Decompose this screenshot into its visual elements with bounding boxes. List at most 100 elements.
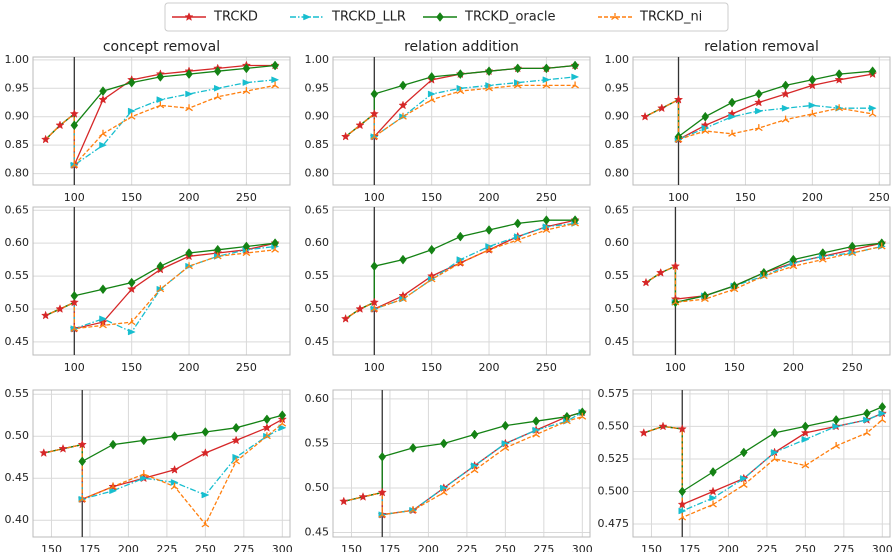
marker-tri [563, 417, 571, 425]
series-line [43, 427, 283, 501]
marker-star [169, 464, 180, 474]
y-tick-label: 0.50 [305, 302, 330, 315]
y-tick-label: 0.60 [5, 236, 30, 249]
x-tick-label: 150 [421, 191, 442, 204]
plot-frame [32, 389, 291, 538]
plot-frame [32, 206, 291, 356]
marker-tri [678, 513, 687, 521]
y-tick-label: 1.00 [5, 53, 30, 66]
marker-star [677, 424, 687, 433]
y-tick-label: 0.80 [605, 167, 630, 180]
y-tick-label: 0.95 [305, 81, 330, 94]
marker-star [656, 267, 666, 277]
marker-tri [863, 428, 871, 436]
marker-tri [127, 318, 136, 326]
plot-frame [332, 389, 591, 538]
chart-title: concept removal [103, 39, 220, 55]
marker-tri [263, 432, 271, 440]
x-tick-label: 100 [668, 191, 689, 204]
y-tick-label: 0.575 [598, 387, 630, 400]
marker-tri [213, 252, 222, 260]
marker-star [69, 109, 79, 118]
marker-star [355, 120, 365, 130]
marker-tri [808, 109, 817, 117]
y-tick-label: 0.60 [305, 236, 330, 249]
marker-tri [542, 81, 551, 89]
marker-star [658, 421, 668, 431]
marker-triangle [878, 410, 887, 417]
marker-triangle [740, 475, 748, 482]
x-tick-label: 250 [536, 191, 557, 204]
marker-star [708, 486, 718, 496]
y-tick-label: 0.90 [305, 110, 330, 123]
marker-tri [78, 495, 87, 503]
marker-tri [213, 92, 222, 100]
marker-diamond [739, 447, 748, 458]
x-tick-label: 250 [842, 361, 863, 374]
marker-diamond [456, 69, 465, 79]
marker-diamond [70, 290, 79, 301]
marker-tri [70, 324, 79, 332]
marker-tri [109, 482, 117, 490]
marker-tri [409, 506, 417, 514]
marker-triangle [801, 436, 810, 443]
plot-frame [332, 206, 591, 356]
marker-star [834, 74, 844, 84]
marker-star [355, 304, 365, 313]
marker-star [262, 422, 272, 432]
x-tick-label: 200 [802, 191, 823, 204]
marker-diamond [427, 72, 436, 82]
marker-tri [835, 104, 844, 112]
x-tick-label: 200 [479, 191, 500, 204]
marker-diamond [156, 72, 165, 82]
y-tick-label: 0.80 [305, 167, 330, 180]
marker-tri [485, 245, 493, 253]
y-tick-label: 0.45 [305, 526, 330, 539]
marker-tri [542, 226, 551, 234]
marker-diamond [513, 63, 522, 74]
x-tick-label: 225 [756, 543, 777, 552]
y-tick-label: 0.65 [5, 203, 30, 216]
marker-diamond [185, 248, 193, 258]
marker-triangle [832, 423, 841, 430]
marker-star [340, 131, 351, 141]
x-tick-label: 275 [233, 543, 254, 552]
marker-diamond [201, 427, 210, 437]
marker-star [398, 100, 408, 110]
x-tick-label: 150 [121, 361, 142, 374]
y-tick-label: 0.60 [605, 236, 630, 249]
marker-triangle [868, 104, 877, 112]
marker-star [340, 313, 351, 323]
x-tick-label: 225 [456, 543, 477, 552]
marker-diamond [728, 97, 736, 108]
x-tick-label: 250 [236, 361, 257, 374]
y-tick-label: 0.45 [605, 335, 630, 348]
marker-diamond [170, 431, 179, 442]
y-tick-label: 0.45 [5, 471, 30, 484]
marker-diamond [263, 414, 271, 425]
marker-tri [170, 482, 179, 490]
marker-tri [513, 235, 522, 243]
legend-label: TRCKD [213, 10, 258, 25]
x-tick-label: 250 [869, 191, 890, 204]
marker-diamond [542, 63, 551, 74]
x-tick-label: 250 [195, 543, 216, 552]
marker-star [807, 80, 818, 90]
y-tick-label: 0.55 [605, 269, 630, 282]
marker-triangle [427, 90, 436, 98]
marker-star [358, 491, 368, 501]
y-tick-label: 0.55 [5, 269, 30, 282]
marker-diamond [485, 225, 493, 235]
marker-tri [868, 109, 877, 117]
marker-tri [701, 295, 709, 303]
marker-diamond [485, 66, 493, 77]
marker-diamond [127, 277, 136, 288]
marker-tri [848, 249, 857, 257]
marker-tri [185, 262, 193, 270]
x-tick-label: 150 [341, 543, 362, 552]
marker-tri [139, 470, 148, 478]
marker-diamond [456, 231, 465, 242]
marker-tri [370, 304, 379, 312]
x-tick-label: 200 [179, 361, 200, 374]
marker-triangle [678, 507, 687, 515]
